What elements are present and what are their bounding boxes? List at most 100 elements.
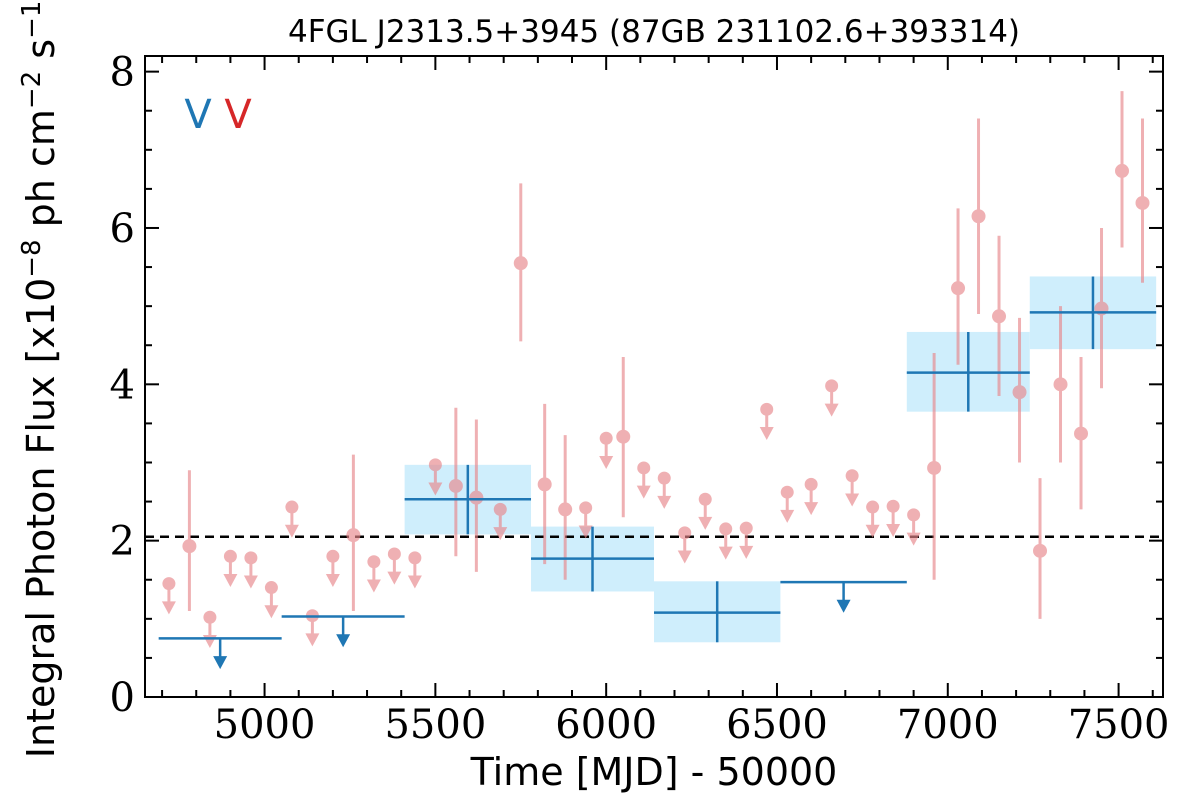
short-bin-upper-limit-point: [223, 549, 237, 563]
short-bin-upper-limit-point: [599, 431, 613, 445]
short-bin-point: [1053, 377, 1068, 392]
axes: 5000 5500 6000 6500 7000 7500 0 2 4 6 8: [110, 50, 1170, 748]
short-bin-upper-limit-arrow: [845, 493, 860, 507]
short-bin-upper-limit-point: [264, 581, 278, 595]
short-bin-point: [616, 429, 631, 444]
short-bin-upper-limit-arrow: [865, 524, 880, 538]
short-bin-upper-limit-arrow: [718, 546, 733, 560]
y-tick-label: 6: [110, 206, 135, 252]
long-bin-upper-limit-arrow: [336, 634, 351, 648]
y-axis-label-exp-2: −2: [17, 71, 47, 109]
short-bin-point: [558, 502, 573, 517]
short-bin-upper-limit-point: [698, 492, 712, 506]
short-bin-point: [992, 309, 1007, 324]
y-axis-label-exp-3: −1: [17, 1, 47, 39]
short-bin-upper-limit-arrow: [739, 545, 754, 559]
short-bin-upper-limit-point: [907, 508, 921, 522]
short-bin-point: [1033, 543, 1048, 558]
y-tick-label: 4: [110, 362, 135, 408]
short-bin-point: [346, 528, 361, 543]
short-bin-point: [1074, 426, 1089, 441]
short-bin-upper-limits: [161, 379, 921, 648]
short-bin-upper-limit-arrow: [906, 532, 921, 546]
short-bin-upper-limit-point: [162, 577, 176, 591]
short-bin-upper-limit-point: [408, 551, 422, 565]
short-bin-upper-limit-point: [657, 471, 671, 485]
short-bin-upper-limit-point: [367, 555, 381, 569]
x-tick-label: 5500: [384, 702, 486, 748]
y-axis-label-mid-2: s: [19, 39, 63, 71]
short-bin-upper-limit-point: [866, 500, 880, 514]
y-axis-label-main: Integral Photon Flux [x10: [19, 278, 63, 759]
short-bin-upper-limit-point: [244, 551, 258, 565]
long-bin-upper-limit-arrow: [836, 599, 851, 613]
short-bin-upper-limit-arrow: [636, 485, 651, 499]
x-axis-label: Time [MJD] - 50000: [470, 750, 838, 794]
plot-area: [145, 91, 1163, 670]
short-bin-upper-limit-point: [825, 379, 839, 393]
y-tick-label: 2: [110, 519, 135, 565]
y-tick-label: 0: [110, 675, 135, 721]
short-bin-upper-limit-point: [285, 500, 299, 514]
short-bin-point: [469, 490, 484, 505]
short-bin-point: [927, 460, 942, 475]
short-bin-upper-limit-point: [780, 485, 794, 499]
short-bin-point: [1115, 163, 1130, 178]
short-bin-upper-limit-arrow: [599, 455, 614, 469]
short-bin-upper-limit-arrow: [677, 550, 692, 564]
short-bin-upper-limit-point: [493, 502, 507, 516]
chart-title: 4FGL J2313.5+3945 (87GB 231102.6+393314): [288, 14, 1020, 50]
short-bin-upper-limit-arrow: [698, 516, 713, 530]
short-bin-point: [1012, 385, 1027, 400]
short-bin-point: [513, 256, 528, 271]
short-bin-upper-limit-point: [326, 549, 340, 563]
x-tick-label: 5000: [214, 702, 316, 748]
short-bin-upper-limit-arrow: [325, 573, 340, 587]
short-bin-upper-limit-arrow: [780, 509, 795, 523]
short-bin-upper-limit-arrow: [243, 575, 258, 589]
short-bin-upper-limit-point: [579, 501, 593, 515]
axes-frame: [144, 55, 1164, 698]
short-bin-upper-limit-point: [678, 526, 692, 540]
short-bin-upper-limit-arrow: [407, 575, 422, 589]
y-axis-label-mid: ph cm: [19, 109, 63, 239]
long-bin-upper-limit-arrow: [213, 656, 228, 670]
short-bin-upper-limit-arrow: [578, 525, 593, 539]
legend-entry: V: [224, 92, 252, 138]
short-bin-upper-limit-arrow: [223, 573, 238, 587]
short-bin-upper-limit-arrow: [264, 605, 279, 619]
short-bin-upper-limit-arrow: [493, 527, 508, 541]
y-axis-label: Integral Photon Flux [x10−8 ph cm−2 s−1]: [17, 0, 63, 758]
short-bin-upper-limit-arrow: [824, 403, 839, 417]
short-bin-upper-limit-point: [845, 469, 859, 483]
short-bin-detections: [182, 91, 1150, 619]
short-bin-upper-limit-point: [760, 402, 774, 416]
short-bin-upper-limit-arrow: [759, 427, 774, 441]
short-bin-upper-limit-arrow: [657, 495, 672, 509]
short-bin-upper-limit-arrow: [428, 482, 443, 496]
short-bin-upper-limit-arrow: [804, 502, 819, 516]
short-bin-upper-limit-arrow: [366, 579, 381, 593]
x-tick-label: 6500: [726, 702, 828, 748]
short-bin-upper-limit-point: [886, 499, 900, 513]
short-bin-point: [1135, 195, 1150, 210]
short-bin-upper-limit-point: [203, 610, 217, 624]
short-bin-upper-limit-arrow: [886, 523, 901, 537]
short-bin-upper-limit-point: [719, 522, 733, 536]
legend-entry: V: [184, 92, 212, 138]
y-axis-label-end: ]: [19, 0, 63, 1]
short-bin-upper-limit-point: [739, 521, 753, 535]
short-bin-upper-limit-arrow: [284, 524, 299, 538]
short-bin-upper-limit-arrow: [387, 571, 402, 585]
short-bin-point: [448, 478, 463, 493]
short-bin-point: [971, 209, 986, 224]
x-tick-label: 7500: [1068, 702, 1170, 748]
short-bin-point: [182, 539, 197, 554]
x-tick-label: 7000: [897, 702, 999, 748]
short-bin-point: [951, 281, 966, 296]
short-bin-upper-limit-arrow: [305, 633, 320, 647]
short-bin-upper-limit-point: [804, 477, 818, 491]
short-bin-upper-limit-point: [637, 461, 651, 475]
